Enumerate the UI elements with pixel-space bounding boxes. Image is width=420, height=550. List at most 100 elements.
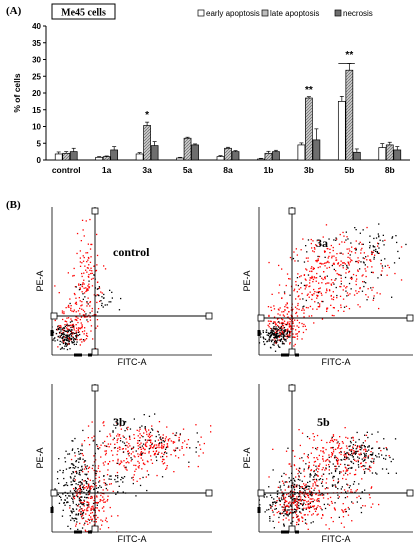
- event-dot: [327, 493, 329, 495]
- event-dot: [81, 301, 83, 303]
- event-dot: [290, 485, 293, 487]
- event-dot: [74, 488, 77, 490]
- legend-swatch: [334, 9, 342, 17]
- event-dot: [72, 336, 74, 338]
- event-dot: [150, 441, 152, 444]
- event-dot: [74, 452, 76, 454]
- event-dot: [373, 258, 375, 260]
- event-dot: [363, 445, 365, 447]
- event-dot: [360, 445, 362, 447]
- event-dot: [333, 307, 335, 309]
- event-dot: [101, 302, 103, 305]
- event-dot: [334, 470, 337, 473]
- event-dot: [347, 469, 349, 471]
- event-dot: [279, 322, 281, 324]
- event-dot: [88, 483, 90, 485]
- gate-handle: [257, 489, 265, 497]
- event-dot: [371, 447, 373, 450]
- event-dot: [319, 506, 321, 508]
- event-dot: [387, 264, 389, 267]
- event-dot: [359, 268, 361, 270]
- event-dot: [281, 268, 283, 270]
- event-dot: [299, 486, 301, 488]
- event-dot: [371, 461, 373, 463]
- event-dot: [364, 446, 366, 448]
- event-dot: [80, 499, 82, 502]
- event-dot: [61, 341, 63, 343]
- event-dot: [298, 476, 300, 478]
- event-dot: [65, 307, 67, 309]
- event-dot: [337, 262, 340, 264]
- event-dot: [77, 329, 79, 332]
- event-dot: [341, 509, 343, 511]
- event-dot: [365, 457, 367, 459]
- event-dot: [331, 298, 333, 300]
- event-dot: [274, 333, 276, 336]
- event-dot: [337, 462, 339, 464]
- event-dot: [75, 483, 77, 485]
- event-dot: [135, 464, 137, 467]
- event-dot: [309, 505, 312, 507]
- event-dot: [387, 472, 390, 474]
- event-dot: [319, 275, 321, 277]
- event-dot: [273, 321, 275, 323]
- event-dot: [114, 478, 116, 481]
- event-dot: [339, 295, 342, 297]
- event-dot: [327, 257, 329, 259]
- event-dot: [357, 257, 359, 259]
- event-dot: [378, 235, 380, 237]
- event-dot: [71, 326, 74, 328]
- event-dot: [340, 274, 342, 277]
- event-dot: [279, 333, 281, 335]
- event-dot: [317, 302, 319, 304]
- event-dot: [313, 461, 316, 463]
- event-dot: [282, 506, 284, 508]
- event-dot: [296, 515, 299, 518]
- event-dot: [364, 471, 366, 473]
- event-dot: [80, 449, 82, 451]
- event-dot: [80, 240, 82, 242]
- event-dot: [307, 457, 309, 459]
- event-dot: [150, 440, 152, 442]
- event-dot: [276, 335, 278, 337]
- event-dot: [265, 331, 267, 333]
- event-dot: [73, 497, 76, 500]
- event-dot: [343, 454, 345, 456]
- event-dot: [156, 444, 158, 446]
- event-dot: [316, 485, 318, 487]
- event-dot: [298, 507, 301, 509]
- event-dot: [86, 507, 89, 509]
- event-dot: [346, 483, 348, 485]
- event-dot: [302, 331, 305, 334]
- event-dot: [78, 284, 80, 286]
- event-dot: [88, 519, 90, 521]
- event-dot: [167, 446, 169, 448]
- event-dot: [95, 482, 97, 484]
- event-dot: [312, 308, 314, 310]
- event-dot: [397, 250, 399, 253]
- event-dot: [58, 328, 60, 331]
- event-dot: [95, 269, 98, 272]
- event-dot: [315, 260, 317, 262]
- event-dot: [368, 449, 370, 451]
- event-dot: [65, 338, 67, 340]
- event-dot: [84, 314, 86, 316]
- event-dot: [337, 459, 340, 461]
- event-dot: [332, 249, 334, 252]
- event-dot: [295, 498, 297, 500]
- event-dot: [76, 319, 78, 321]
- event-dot: [69, 321, 72, 323]
- event-dot: [115, 427, 117, 429]
- event-dot: [364, 489, 366, 491]
- event-dot: [287, 514, 289, 516]
- event-dot: [310, 469, 313, 471]
- event-dot: [340, 260, 342, 262]
- event-dot: [290, 497, 293, 499]
- event-dot: [371, 433, 373, 435]
- event-dot: [315, 508, 317, 510]
- event-dot: [71, 449, 73, 451]
- event-dot: [372, 271, 374, 274]
- event-dot: [290, 330, 292, 333]
- event-dot: [61, 333, 63, 335]
